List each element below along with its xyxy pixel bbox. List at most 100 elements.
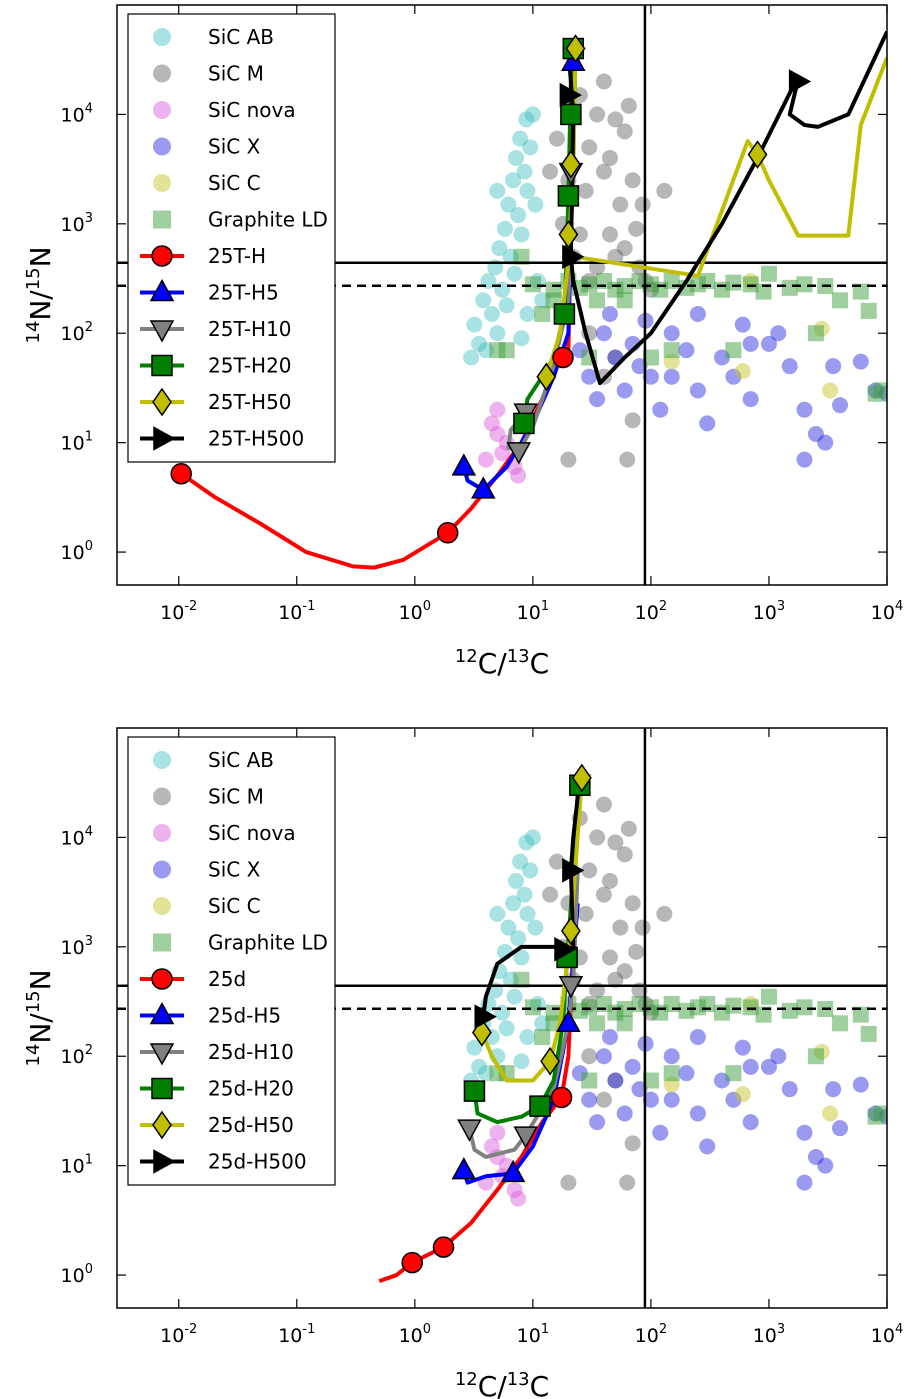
- grain-point: [807, 325, 824, 342]
- model-marker: [536, 362, 557, 392]
- grain-point: [760, 988, 777, 1005]
- plot-area: [117, 728, 887, 1308]
- grain-point: [796, 1124, 813, 1141]
- grain-point: [796, 451, 813, 468]
- tick-base: 10: [399, 602, 423, 624]
- grain-point: [524, 106, 541, 123]
- x-tick-label: 103: [753, 599, 785, 624]
- grain-point: [616, 123, 633, 140]
- legend-marker: [151, 245, 173, 267]
- model-marker: [513, 412, 535, 435]
- tick-base: 10: [753, 602, 777, 624]
- grain-point: [742, 1058, 759, 1075]
- x-tick-label: 10-2: [160, 1322, 197, 1347]
- plot-frame: [116, 4, 888, 586]
- grain-point: [796, 401, 813, 418]
- axis-label-part: C/: [478, 1370, 508, 1399]
- legend-marker: [153, 787, 171, 806]
- model-marker: [432, 1236, 455, 1258]
- model-marker: [451, 453, 477, 476]
- grain-point: [505, 172, 522, 189]
- grain-point: [852, 283, 869, 300]
- grain-point: [518, 834, 535, 851]
- legend-label: 25T-H10: [208, 317, 292, 341]
- grain-point: [496, 220, 513, 237]
- legend-label: SiC X: [208, 858, 261, 882]
- tick-exponent: 3: [777, 599, 785, 614]
- grain-point: [589, 1114, 606, 1131]
- grain-point: [489, 325, 506, 342]
- legend-marker: [153, 64, 171, 83]
- tick-exponent: 0: [423, 1322, 431, 1337]
- grain-point: [652, 401, 669, 418]
- grain-point: [663, 1048, 680, 1065]
- model-marker: [474, 1004, 497, 1029]
- tick-exponent: 1: [541, 1322, 549, 1337]
- tick-exponent: -2: [184, 599, 197, 614]
- model-line: [566, 30, 887, 386]
- grain-point: [619, 451, 636, 468]
- x-axis-label: 12C/13C: [455, 1369, 549, 1399]
- model-marker: [506, 442, 532, 465]
- tick-base: 10: [635, 1325, 659, 1347]
- grain-point: [742, 1114, 759, 1131]
- grain-point: [506, 988, 523, 1005]
- grain-point: [494, 281, 511, 298]
- grain-point: [601, 1028, 618, 1045]
- legend-label: 25d-H500: [208, 1150, 307, 1174]
- legend-label: 25T-H: [208, 244, 266, 268]
- legend-box: [127, 736, 336, 1186]
- model-marker: [550, 1086, 573, 1109]
- grain-point: [725, 1065, 742, 1082]
- grain-point: [581, 139, 598, 156]
- grain-point: [860, 1025, 877, 1042]
- grain-point: [689, 1028, 706, 1045]
- legend-label: 25d-H10: [208, 1040, 294, 1064]
- grain-point: [477, 451, 494, 468]
- legend-label: SiC AB: [208, 748, 274, 772]
- model-marker: [560, 149, 581, 179]
- tick-base: 10: [61, 433, 85, 455]
- legend-label: SiC AB: [208, 25, 274, 49]
- plot-frame: [116, 727, 888, 1309]
- grain-point: [612, 919, 629, 936]
- model-marker: [557, 185, 580, 207]
- x-tick-label: 10-2: [160, 599, 197, 624]
- grain-point: [519, 305, 536, 322]
- grain-point: [548, 853, 565, 870]
- grain-point: [832, 1015, 849, 1032]
- tick-exponent: -1: [302, 599, 315, 614]
- tick-exponent: 3: [85, 934, 93, 949]
- grain-point: [616, 963, 633, 980]
- legend-marker: [153, 1149, 176, 1174]
- grain-point: [725, 997, 742, 1014]
- grain-point: [642, 368, 659, 385]
- legend-label: SiC M: [208, 62, 264, 86]
- tick-base: 10: [278, 602, 302, 624]
- legend-label: 25T-H5: [208, 281, 279, 305]
- grain-point: [508, 149, 525, 166]
- grain-point: [652, 1124, 669, 1141]
- grain-point: [642, 1072, 659, 1089]
- legend-marker: [149, 1043, 175, 1066]
- model-marker: [540, 1046, 561, 1076]
- model-marker: [470, 476, 496, 499]
- grain-point: [796, 999, 813, 1016]
- grain-point: [510, 467, 527, 484]
- grain-point: [699, 1138, 716, 1155]
- legend-label: Graphite LD: [208, 931, 328, 955]
- grain-point: [548, 130, 565, 147]
- model-marker: [529, 1095, 551, 1117]
- grain-point: [612, 196, 629, 213]
- axis-label-part: N/: [24, 1013, 57, 1044]
- x-tick-label: 100: [399, 599, 431, 624]
- axis-label-part: 13: [507, 1369, 530, 1390]
- x-tick-label: 101: [517, 599, 549, 624]
- model-marker: [747, 140, 768, 169]
- grain-point: [607, 1072, 624, 1089]
- grain-point: [498, 1020, 515, 1037]
- grain-point: [624, 172, 641, 189]
- grain-point: [817, 434, 834, 451]
- grain-point: [807, 1148, 824, 1165]
- grain-point: [832, 397, 849, 414]
